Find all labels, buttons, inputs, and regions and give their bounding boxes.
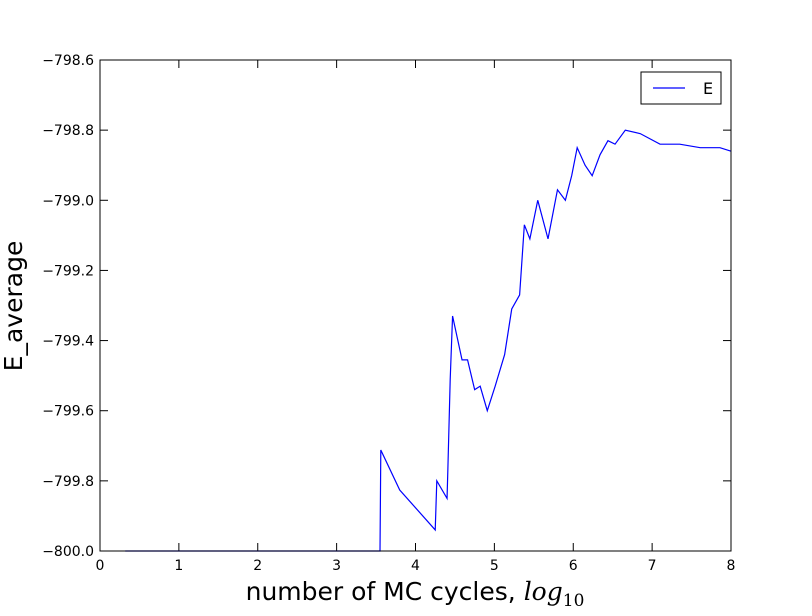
x-axis-label: number of MC cycles, log10 [246,577,585,611]
x-tick-label: 1 [174,558,183,574]
plot-frame [99,59,732,552]
y-tick-label: −798.8 [42,123,94,139]
x-label-sub: 10 [563,591,585,611]
x-label-text: number of MC cycles, [246,577,524,606]
x-tick-label: 5 [490,558,499,574]
x-tick-label: 7 [648,558,657,574]
y-axis-label: E_average [0,241,28,372]
y-tick-label: −799.4 [42,334,94,350]
x-tick-label: 2 [253,558,262,574]
y-tick-label: −799.6 [42,404,94,420]
x-tick-label: 4 [411,558,420,574]
y-tick-label: −799.0 [42,193,94,209]
y-tick-label: −800.0 [42,544,94,560]
data-line [125,129,732,552]
y-tick-label: −799.2 [42,263,94,279]
x-tick-label: 3 [332,558,341,574]
x-tick-label: 0 [96,558,105,574]
x-tick-label: 8 [727,558,736,574]
y-tick-label: −798.6 [42,53,94,69]
y-tick-label: −799.8 [42,474,94,490]
legend-label: E [703,79,713,98]
x-tick-label: 6 [569,558,578,574]
x-label-math: log [524,577,563,606]
